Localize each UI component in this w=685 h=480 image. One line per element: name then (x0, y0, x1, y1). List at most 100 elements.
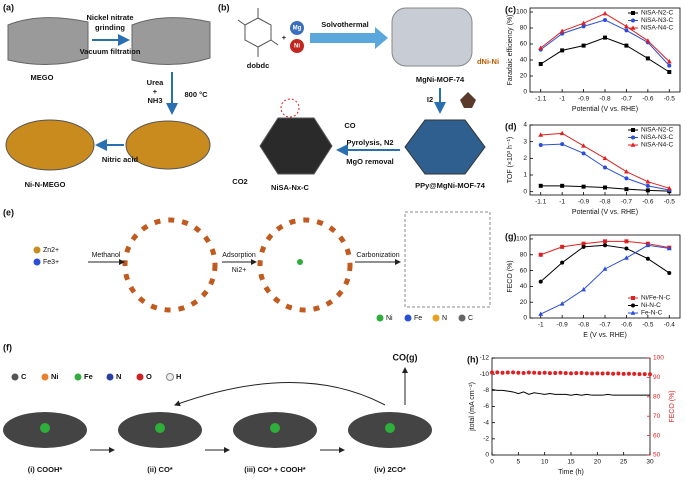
zif (257, 217, 353, 313)
marker (603, 35, 607, 40)
graphene (404, 211, 491, 308)
mego-slab (131, 17, 211, 66)
y-tick-label: 20 (520, 299, 528, 306)
marker (495, 370, 500, 375)
panel-f: (f) C Ni Fe N O H CO(g) (i) COOH* (ii) C… (3, 342, 432, 474)
legend-label: Ni (386, 315, 393, 322)
y-tick-label: 0 (523, 188, 527, 195)
marker (511, 370, 516, 375)
y-axis-label: FECO (%) (507, 260, 514, 292)
marker (538, 279, 543, 284)
x-axis-label: Potential (V vs. RHE) (572, 209, 638, 216)
y-tick-label: 40 (520, 57, 528, 64)
marker (538, 143, 543, 147)
marker (645, 188, 650, 193)
x-tick-label: -0.9 (557, 322, 569, 329)
y-tick-label: 0 (485, 452, 489, 459)
y-tick-label: 1 (523, 172, 527, 179)
marker (632, 371, 637, 376)
y-tick-label: -6 (483, 403, 489, 410)
y-tick-label: 80 (520, 25, 528, 32)
marker (667, 63, 672, 68)
marker (666, 59, 672, 64)
marker (574, 371, 579, 376)
y-tick-label: 40 (520, 283, 528, 290)
panel-e: (e) Zn2+ Fe3+ Methanol Adsorption Ni2+ C… (3, 207, 491, 322)
label: Mg (293, 26, 302, 32)
y2-axis-label: FECO (%) (669, 390, 676, 422)
y-tick-label: 0 (523, 89, 527, 96)
marker (603, 165, 607, 170)
marker (538, 252, 543, 257)
panel-label: (b) (218, 2, 230, 12)
label: PPy@MgNi-MOF-74 (415, 181, 486, 190)
label: Solvothermal (321, 20, 369, 29)
marker (542, 370, 547, 375)
panel-label: (g) (505, 231, 517, 241)
marker (553, 370, 558, 375)
legend-label: N (442, 315, 447, 322)
marker (560, 244, 565, 249)
x-tick-label: -0.7 (621, 199, 633, 206)
site (40, 423, 50, 433)
legend-dot (106, 373, 114, 381)
x-tick-label: -0.7 (599, 322, 611, 329)
label: Urea (147, 78, 165, 87)
marker (602, 11, 608, 16)
marker (560, 48, 565, 53)
panel-a: (a) Nickel nitrate grinding Vacuum filtr… (3, 2, 211, 189)
marker (538, 311, 544, 316)
legend-label: NiSA-N4-C (641, 142, 673, 149)
site (270, 423, 280, 433)
legend-label: C (21, 372, 27, 381)
x-tick-label: -0.5 (664, 199, 676, 206)
marker (581, 184, 586, 189)
marker (516, 370, 521, 375)
marker (569, 371, 573, 376)
label: Fe3+ (43, 259, 59, 266)
y-tick-label: 0 (523, 315, 527, 322)
marker (584, 371, 589, 376)
label: CO(g) (393, 352, 418, 362)
x-tick-label: 15 (567, 459, 575, 466)
marker (560, 142, 565, 147)
marker (603, 18, 607, 22)
legend-label: NiSA-N2-C (641, 10, 673, 17)
label: Pyrolysis, N2 (346, 138, 393, 147)
marker (645, 183, 650, 188)
marker (611, 371, 616, 376)
x-tick-label: -0.6 (642, 96, 654, 103)
marker (645, 38, 651, 43)
marker (624, 246, 629, 251)
legend-dot (74, 373, 82, 381)
marker (626, 371, 631, 376)
label: + (153, 87, 158, 96)
marker (581, 286, 586, 292)
x-tick-label: 10 (541, 459, 549, 466)
y2-tick-label: 100 (653, 355, 664, 362)
x-tick-label: -1 (538, 322, 544, 329)
marker (600, 371, 605, 376)
marker (560, 260, 565, 265)
marker (637, 372, 642, 377)
label: dNi-Ni (477, 57, 499, 66)
marker (667, 270, 672, 275)
marker (532, 370, 537, 375)
legend-label: Ni/Fe-N-C (641, 295, 671, 302)
mego-slab (7, 17, 89, 65)
fe-atom (33, 258, 41, 266)
marker (547, 371, 552, 376)
x-tick-label: -1 (559, 199, 565, 206)
legend-dot (404, 314, 412, 322)
marker (560, 183, 565, 188)
legend-marker (631, 296, 635, 300)
label: (ii) CO* (147, 465, 172, 474)
marker (563, 371, 568, 376)
marker (605, 371, 610, 376)
marker (581, 241, 586, 246)
y-tick-label: -12 (480, 355, 490, 362)
x-tick-label: -0.9 (578, 199, 590, 206)
label: MgO removal (346, 157, 394, 166)
marker (624, 43, 629, 48)
